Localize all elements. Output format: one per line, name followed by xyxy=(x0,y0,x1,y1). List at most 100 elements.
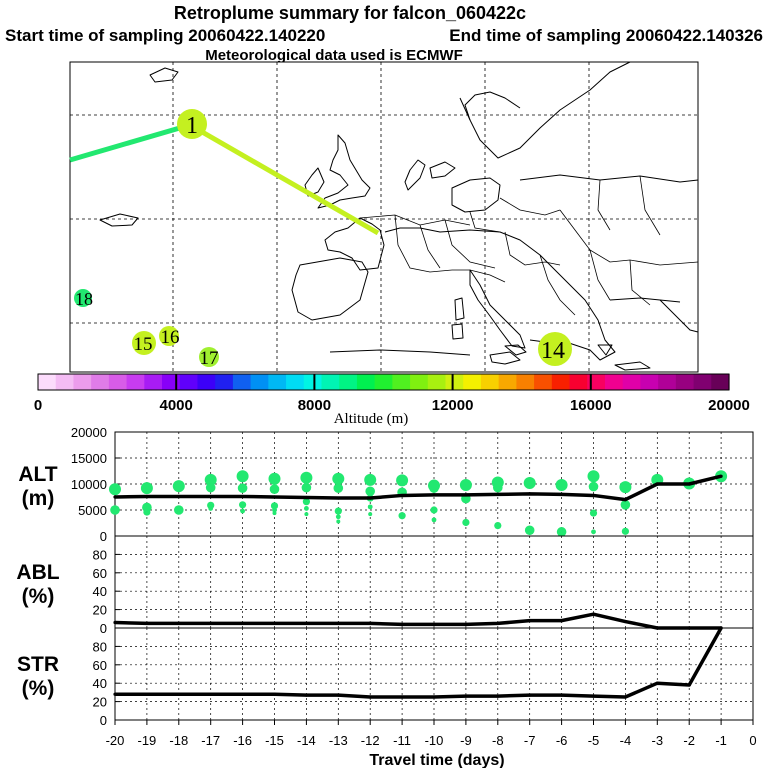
str-panel-point-2 xyxy=(177,692,181,696)
xtick-17: -3 xyxy=(652,733,664,748)
particle-cluster-7-4 xyxy=(336,519,341,524)
xtick-4: -16 xyxy=(233,733,252,748)
end-time-label: End time of sampling 20060422.140326 xyxy=(449,26,763,45)
str-panel-point-13 xyxy=(528,693,532,697)
str-panel-point-18 xyxy=(687,683,691,687)
colorbar-swatch-18 xyxy=(356,374,376,390)
xtick-6: -14 xyxy=(297,733,316,748)
marker-17-label: 17 xyxy=(200,348,219,369)
marker-15-circle xyxy=(132,331,156,355)
colorbar-swatch-22 xyxy=(427,374,447,390)
particle-cluster-3-3 xyxy=(208,506,214,511)
colorbar-tick-0: 0 xyxy=(34,397,42,414)
particle-cluster-2-1 xyxy=(174,505,184,515)
xtick-16: -4 xyxy=(620,733,632,748)
xtick-13: -7 xyxy=(524,733,536,748)
colorbar-swatch-3 xyxy=(91,374,110,390)
colorbar-swatch-31 xyxy=(587,374,606,390)
xtick-20: 0 xyxy=(749,733,756,748)
colorbar-swatch-5 xyxy=(126,374,145,390)
abl-panel-series-line xyxy=(114,612,722,630)
alt-panel-ytick-4: 0 xyxy=(100,529,107,544)
abl-panel-ytick-2: 40 xyxy=(93,584,107,599)
str-panel-point-17 xyxy=(655,681,659,685)
alt-panel-ytick-0: 20000 xyxy=(71,425,107,440)
marker-1-circle xyxy=(177,109,207,139)
particle-cluster-12-2 xyxy=(494,522,502,530)
xtick-7: -13 xyxy=(329,733,348,748)
str-panel-point-1 xyxy=(145,692,149,696)
particle-cluster-16-0 xyxy=(619,481,632,494)
str-panel-point-4 xyxy=(241,692,245,696)
marker-15-label: 15 xyxy=(134,334,153,355)
particle-cluster-15-0 xyxy=(587,470,600,483)
particle-cluster-6-1 xyxy=(301,482,312,493)
particle-cluster-9-0 xyxy=(396,474,409,487)
colorbar-swatch-0 xyxy=(38,374,57,390)
particle-cluster-1-0 xyxy=(140,482,153,495)
str-panel-point-7 xyxy=(336,693,340,697)
alt-panel-ylabel-0: ALT xyxy=(18,463,57,486)
marker-17-circle xyxy=(199,347,219,367)
abl-panel-point-7 xyxy=(336,621,340,626)
alt-panel-point-17 xyxy=(655,482,659,486)
particle-cluster-7-3 xyxy=(335,514,341,520)
colorbar-swatch-2 xyxy=(73,374,92,390)
plume-segment-early xyxy=(69,122,191,163)
abl-panel-ytick-0: 0 xyxy=(100,621,107,636)
particle-cluster-15-1 xyxy=(588,481,599,492)
abl-panel: 0 20 40 60 80 ABL(%) xyxy=(16,535,754,636)
alt-panel-series-line xyxy=(114,474,722,502)
xtick-5: -15 xyxy=(265,733,284,748)
alt-panel-point-14 xyxy=(560,492,564,496)
particle-cluster-3-1 xyxy=(205,482,216,493)
alt-panel: 20000 15000 10000 5000 0 ALT(m) xyxy=(18,425,754,544)
colorbar-swatch-16 xyxy=(321,374,340,390)
str-panel-ytick-0: 0 xyxy=(100,713,107,728)
colorbar-swatch-28 xyxy=(534,374,553,390)
colorbar-swatch-35 xyxy=(658,374,677,390)
colorbar-swatch-17 xyxy=(339,374,358,390)
str-panel-ylabel-0: STR xyxy=(17,653,59,676)
xtick-8: -12 xyxy=(361,733,380,748)
plume-marker-17: 17 xyxy=(199,347,219,369)
particle-cluster-4-3 xyxy=(240,508,246,514)
colorbar-swatch-32 xyxy=(604,374,624,390)
abl-panel-point-10 xyxy=(432,622,436,626)
str-panel-point-14 xyxy=(560,693,564,697)
colorbar-swatch-36 xyxy=(675,374,695,390)
abl-panel-point-8 xyxy=(368,621,372,626)
particle-cluster-7-1 xyxy=(333,483,344,493)
xtick-10: -10 xyxy=(425,733,444,748)
particle-cluster-8-1 xyxy=(365,486,376,497)
marker-14-circle xyxy=(538,332,572,366)
colorbar-tick-labels: 0 4000 8000 12000 16000 20000 xyxy=(34,397,750,414)
alt-panel-point-4 xyxy=(241,494,245,499)
colorbar-swatch-15 xyxy=(303,374,323,390)
xtick-3: -17 xyxy=(201,733,220,748)
particle-cluster-5-4 xyxy=(272,511,277,516)
alt-panel-ytick-3: 5000 xyxy=(78,503,107,518)
str-panel-ytick-2: 40 xyxy=(93,676,107,691)
particle-cluster-16-2 xyxy=(621,527,630,535)
str-panel-ytick-3: 60 xyxy=(93,658,107,673)
alt-panel-point-8 xyxy=(368,496,372,500)
str-panel-point-10 xyxy=(432,695,436,699)
particle-cluster-10-1 xyxy=(429,483,439,493)
alt-panel-point-13 xyxy=(528,492,532,496)
abl-panel-point-5 xyxy=(272,621,277,626)
altitude-colorbar xyxy=(37,373,730,391)
abl-panel-point-4 xyxy=(241,621,245,626)
marker-14-label: 14 xyxy=(541,338,565,364)
alt-panel-point-10 xyxy=(432,493,436,497)
colorbar-swatch-29 xyxy=(551,374,571,390)
abl-panel-ytick-3: 60 xyxy=(93,566,107,581)
abl-panel-ylabel-1: (%) xyxy=(22,585,55,608)
map-gridlines xyxy=(70,62,698,372)
particle-cluster-8-3 xyxy=(367,504,373,510)
colorbar-swatch-10 xyxy=(215,374,234,390)
particle-cluster-13-1 xyxy=(524,525,535,536)
plume-marker-18: 18 xyxy=(74,289,93,309)
particle-cluster-3-0 xyxy=(204,473,217,486)
